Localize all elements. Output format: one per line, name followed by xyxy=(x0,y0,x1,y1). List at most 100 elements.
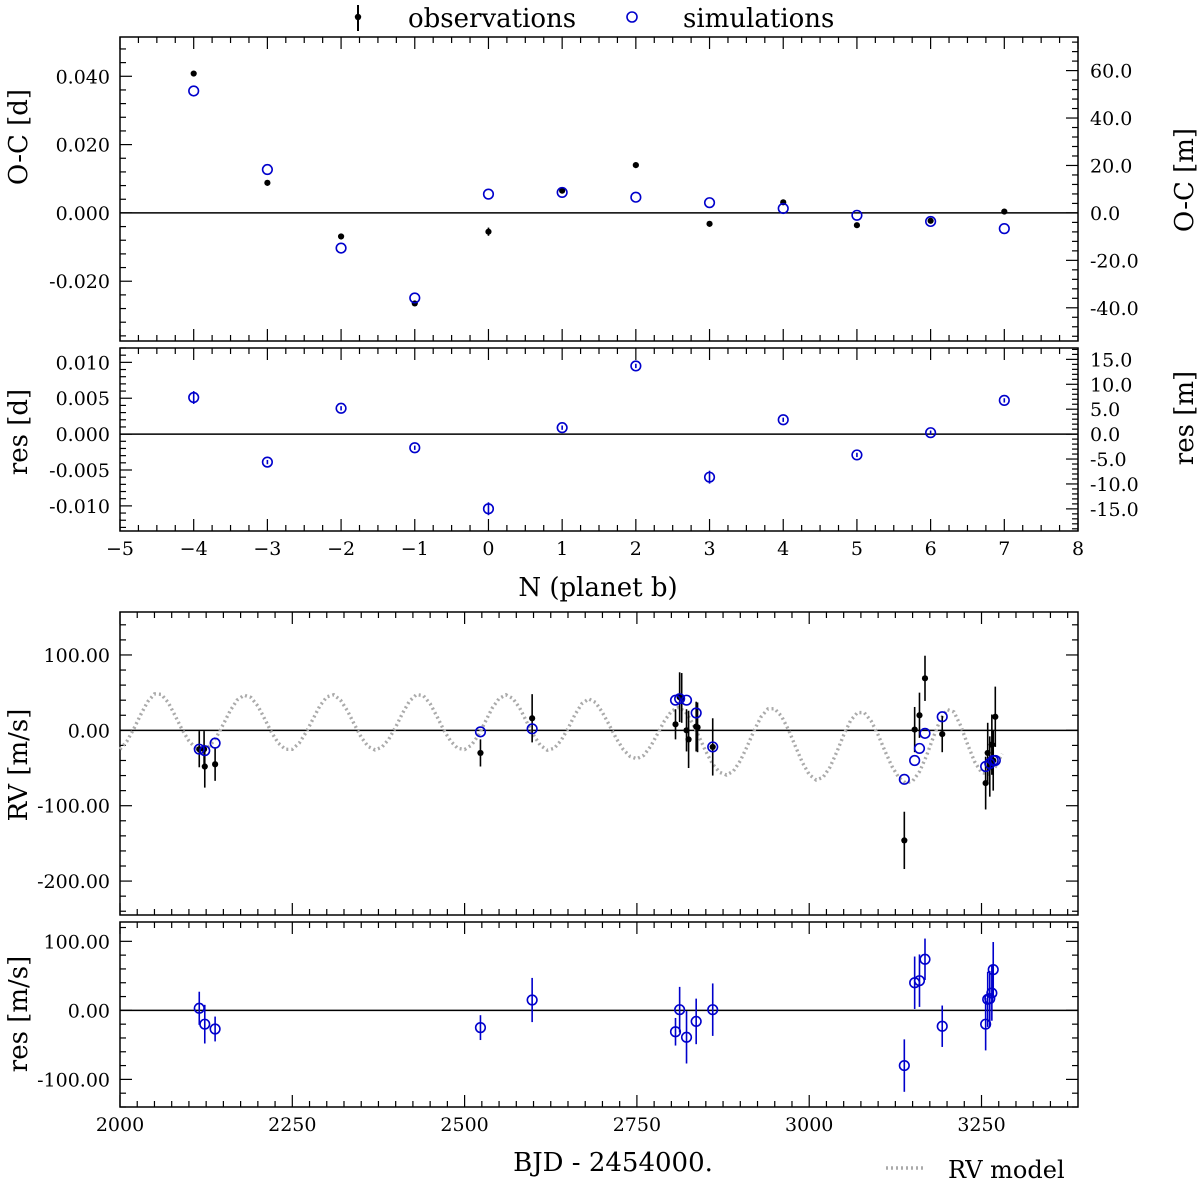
oc-ytick-right-label: 0.0 xyxy=(1090,203,1120,225)
rv-simulations-point xyxy=(680,694,693,706)
oc_res-ytick-right-label: 15.0 xyxy=(1090,349,1132,371)
oc-ytick-right-label: 40.0 xyxy=(1090,108,1132,130)
rv-panel: -200.00 -100.00 0.00 100.00 xyxy=(37,611,1079,916)
rv-ytick-label: 100.00 xyxy=(44,645,110,667)
rv-simulations-point xyxy=(707,741,719,753)
oc-observations-point xyxy=(853,222,861,229)
oc-simulations-point xyxy=(777,202,789,215)
rv_res-xtick-label: 2000 xyxy=(96,1114,144,1136)
rv_res-ytick-label: -100.00 xyxy=(37,1069,110,1091)
rv-simulations-point xyxy=(526,723,538,735)
rv_res-xtick-label: 2250 xyxy=(268,1114,316,1136)
rv-simulations-point xyxy=(989,754,1001,767)
oc_res-residuals-point xyxy=(925,427,937,439)
rv_res-frame xyxy=(119,921,1079,1108)
rv_res-residuals-point xyxy=(984,993,996,1005)
oc_res-ytick-label: -0.005 xyxy=(49,460,110,482)
oc_res-xtick-label: 4 xyxy=(777,538,789,560)
oc-ytick-label: 0.040 xyxy=(56,66,110,88)
oc_res-residuals-point xyxy=(335,402,347,414)
rv-ytick-label: -200.00 xyxy=(37,871,110,893)
oc-simulations-point xyxy=(925,215,937,228)
rv-simulations-point xyxy=(913,742,926,755)
oc-simulations-point xyxy=(335,242,347,254)
oc-simulations-point xyxy=(188,85,200,97)
oc-panel: -0.020 0.000 0.020 0.040 -40.0 -20.0 0.0 20.0 40… xyxy=(49,36,1139,342)
rv-simulations-point xyxy=(474,726,487,738)
oc_res-xtick-label: 1 xyxy=(556,538,568,560)
oc_res-residuals-point xyxy=(998,394,1010,406)
oc_res-ytick-right-label: -10.0 xyxy=(1090,474,1139,496)
rv_res-residuals-point xyxy=(674,1004,686,1016)
rv_res-residuals-point xyxy=(193,1002,205,1014)
oc_res-xtick-label: −5 xyxy=(106,538,134,560)
oc-frame xyxy=(119,36,1079,342)
oc-observations-point xyxy=(485,228,492,235)
oc_res-ytick-right-label: -5.0 xyxy=(1090,449,1127,471)
oc-observations-point xyxy=(1001,208,1008,215)
rv-simulations-point xyxy=(936,711,948,723)
oc-simulations-point xyxy=(998,223,1010,235)
rv-residuals-panel: 2000 2250 2500 2750 3000 3250 -100.00 0.00 100.0… xyxy=(37,921,1079,1136)
rv_res-residuals-point xyxy=(919,953,931,965)
oc_res-residuals-point xyxy=(482,503,495,515)
oc-simulations-point xyxy=(261,163,273,176)
rv-ytick-label: 0.00 xyxy=(68,720,110,742)
legend-observations-marker xyxy=(354,13,362,21)
oc-observations-point xyxy=(927,217,934,224)
oc-observations-point xyxy=(264,179,271,186)
rv-ytick-label: -100.00 xyxy=(37,796,110,818)
oc-ytick-label: -0.020 xyxy=(49,271,110,293)
rv-observations-point xyxy=(201,763,208,770)
rv-observations-point xyxy=(212,761,219,768)
rv-observations-point xyxy=(694,724,701,731)
rv-model-curve xyxy=(118,692,1004,785)
oc-observations-point xyxy=(706,220,713,227)
rv_res-residuals-point xyxy=(199,1018,211,1030)
oc_res-ytick-label: 0.005 xyxy=(56,388,110,410)
rv_res-ytick-label: 0.00 xyxy=(68,1000,110,1022)
oc_res-ytick-right-label: 0.0 xyxy=(1090,424,1120,446)
oc_res-xtick-label: −2 xyxy=(327,538,355,560)
rv_res-residuals-point xyxy=(936,1020,948,1032)
rv-simulations-point xyxy=(690,707,702,719)
rv-simulations-point xyxy=(919,727,931,739)
oc-res-ylabel-right: res [m] xyxy=(1170,371,1200,465)
oc_res-ytick-right-label: -15.0 xyxy=(1090,499,1139,521)
rv_res-residuals-point xyxy=(690,1015,702,1028)
oc-simulations-point xyxy=(630,191,642,203)
oc_res-xtick-label: 6 xyxy=(925,538,937,560)
oc-observations-point xyxy=(632,161,639,169)
oc-residuals-panel: −5 −4 −3 −2 −1 0 1 2 3 4 5 6 7 8-0.010-0.0050.0000.00… xyxy=(49,347,1139,560)
legend: observations simulations RV model xyxy=(354,4,1065,1182)
rv_res-residuals-point xyxy=(680,1031,693,1043)
oc_res-xtick-label: 7 xyxy=(998,538,1010,560)
oc_res-xtick-label: 3 xyxy=(703,538,715,560)
oc-observations-point xyxy=(337,233,345,240)
oc-ytick-right-label: 60.0 xyxy=(1090,61,1132,83)
oc-ytick-label: 0.000 xyxy=(56,203,110,225)
rv-observations-point xyxy=(911,726,918,733)
rv_res-residuals-point xyxy=(526,994,538,1006)
oc_res-xtick-label: 8 xyxy=(1072,538,1084,560)
oc_res-ytick-label: -0.010 xyxy=(49,496,110,518)
rv-ylabel: RV [m/s] xyxy=(4,709,34,822)
oc_res-ytick-label: 0.000 xyxy=(56,424,110,446)
oc_res-frame xyxy=(119,347,1079,532)
oc_res-ytick-right-label: 10.0 xyxy=(1090,374,1132,396)
rv-res-ylabel: res [m/s] xyxy=(4,956,34,1072)
rv_res-residuals-point xyxy=(707,1004,719,1016)
rv_res-xtick-label: 2500 xyxy=(440,1114,488,1136)
oc_res-residuals-point xyxy=(409,442,421,454)
oc_res-ytick-right-label: 5.0 xyxy=(1090,399,1120,421)
rv-simulations-point xyxy=(209,737,221,749)
rv-frame xyxy=(119,611,1079,916)
rv-observations-point xyxy=(901,837,908,844)
rv-observations-point xyxy=(672,721,679,728)
rv-simulations-point xyxy=(193,743,205,755)
rv-simulations-point xyxy=(984,757,996,770)
rv-simulations-point xyxy=(674,693,686,705)
oc_res-xtick-label: −3 xyxy=(253,538,281,560)
oc-ylabel: O-C [d] xyxy=(4,89,34,185)
oc-ytick-right-label: -40.0 xyxy=(1090,298,1139,320)
